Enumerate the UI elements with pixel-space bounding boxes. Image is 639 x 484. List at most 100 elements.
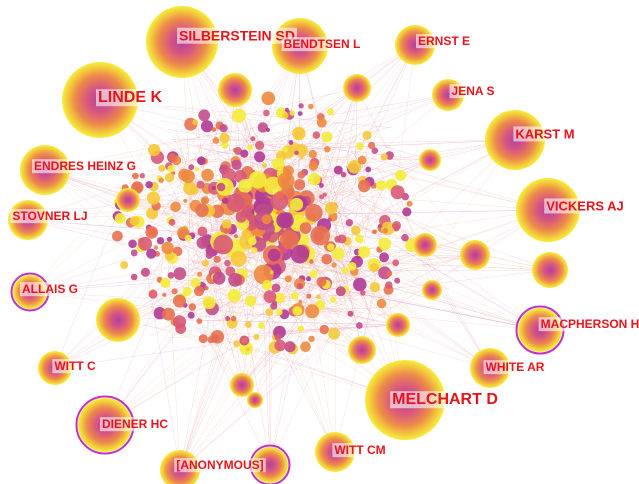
node — [357, 155, 367, 165]
node — [192, 119, 199, 126]
node — [272, 157, 285, 171]
node — [395, 169, 407, 181]
edge — [179, 233, 256, 401]
node — [150, 289, 156, 295]
edge — [191, 260, 541, 331]
edge — [338, 184, 476, 256]
node — [257, 122, 268, 133]
label-bg — [31, 159, 139, 174]
node — [276, 212, 293, 229]
label-text: [ANONYMOUS] — [176, 458, 263, 472]
node — [258, 322, 265, 329]
node — [194, 166, 200, 172]
node — [368, 141, 376, 150]
node — [401, 233, 409, 242]
node — [284, 341, 296, 353]
node — [300, 341, 311, 353]
node-label: JENA S — [449, 84, 497, 99]
node — [270, 192, 289, 211]
edge — [327, 254, 476, 258]
edge — [241, 278, 259, 386]
node — [324, 201, 338, 215]
node — [298, 103, 304, 109]
edge — [384, 207, 476, 256]
node — [292, 306, 303, 316]
node — [288, 140, 294, 145]
edge — [388, 139, 516, 318]
edge — [104, 185, 204, 426]
node — [290, 197, 304, 211]
edge — [349, 209, 549, 335]
node — [289, 110, 296, 116]
node-label: MELCHART D — [390, 391, 500, 409]
hub-node — [230, 373, 254, 397]
label-bg — [513, 126, 577, 142]
node — [296, 282, 304, 290]
node — [235, 211, 247, 223]
label-text: ENDRES HEINZ G — [34, 159, 136, 173]
node — [202, 296, 216, 310]
node — [253, 264, 274, 285]
node — [347, 310, 354, 317]
node — [345, 219, 353, 227]
node — [362, 130, 372, 140]
node — [308, 150, 317, 159]
node — [132, 172, 139, 180]
edge — [377, 168, 491, 369]
label-bg — [52, 359, 98, 374]
edge — [244, 159, 551, 271]
node — [250, 136, 256, 142]
label-bg — [390, 391, 500, 409]
node — [291, 292, 299, 300]
node — [337, 234, 347, 244]
node — [245, 321, 252, 328]
node — [332, 247, 345, 260]
node — [182, 286, 192, 296]
hub-node — [343, 74, 371, 102]
node — [158, 164, 166, 172]
edge — [269, 137, 325, 466]
node — [171, 288, 178, 295]
edge — [322, 159, 431, 282]
label-bg — [96, 89, 165, 107]
node — [112, 230, 123, 242]
node — [371, 147, 379, 154]
node — [309, 259, 314, 264]
label-text: LINDE K — [98, 89, 162, 106]
node — [274, 339, 286, 352]
edge — [153, 271, 243, 386]
node — [195, 203, 209, 218]
edge — [183, 265, 406, 401]
node — [355, 234, 364, 244]
node — [255, 140, 265, 150]
node-label: BENDTSEN L — [281, 37, 363, 52]
node — [265, 308, 274, 317]
edge — [233, 199, 551, 271]
label-text: WITT C — [54, 359, 96, 373]
label-bg — [449, 84, 497, 99]
edge — [299, 45, 359, 291]
node — [297, 170, 306, 179]
node — [261, 162, 268, 168]
node — [365, 166, 372, 173]
edge — [335, 285, 541, 331]
label-text: ERNST E — [418, 34, 470, 48]
edge — [311, 209, 549, 215]
label-text: WHITE AR — [486, 360, 545, 374]
node-label: DIENER HC — [99, 417, 171, 432]
label-bg — [544, 198, 626, 214]
edge — [104, 218, 397, 426]
node — [114, 213, 126, 224]
edge — [269, 144, 342, 466]
node — [168, 153, 177, 162]
node — [225, 316, 231, 321]
label-bg — [99, 417, 171, 432]
edge — [257, 124, 357, 164]
edge — [127, 141, 227, 201]
node — [386, 270, 393, 277]
node — [156, 237, 165, 245]
edge — [256, 209, 549, 216]
node-label: WHITE AR — [483, 360, 547, 375]
edge — [325, 245, 476, 256]
